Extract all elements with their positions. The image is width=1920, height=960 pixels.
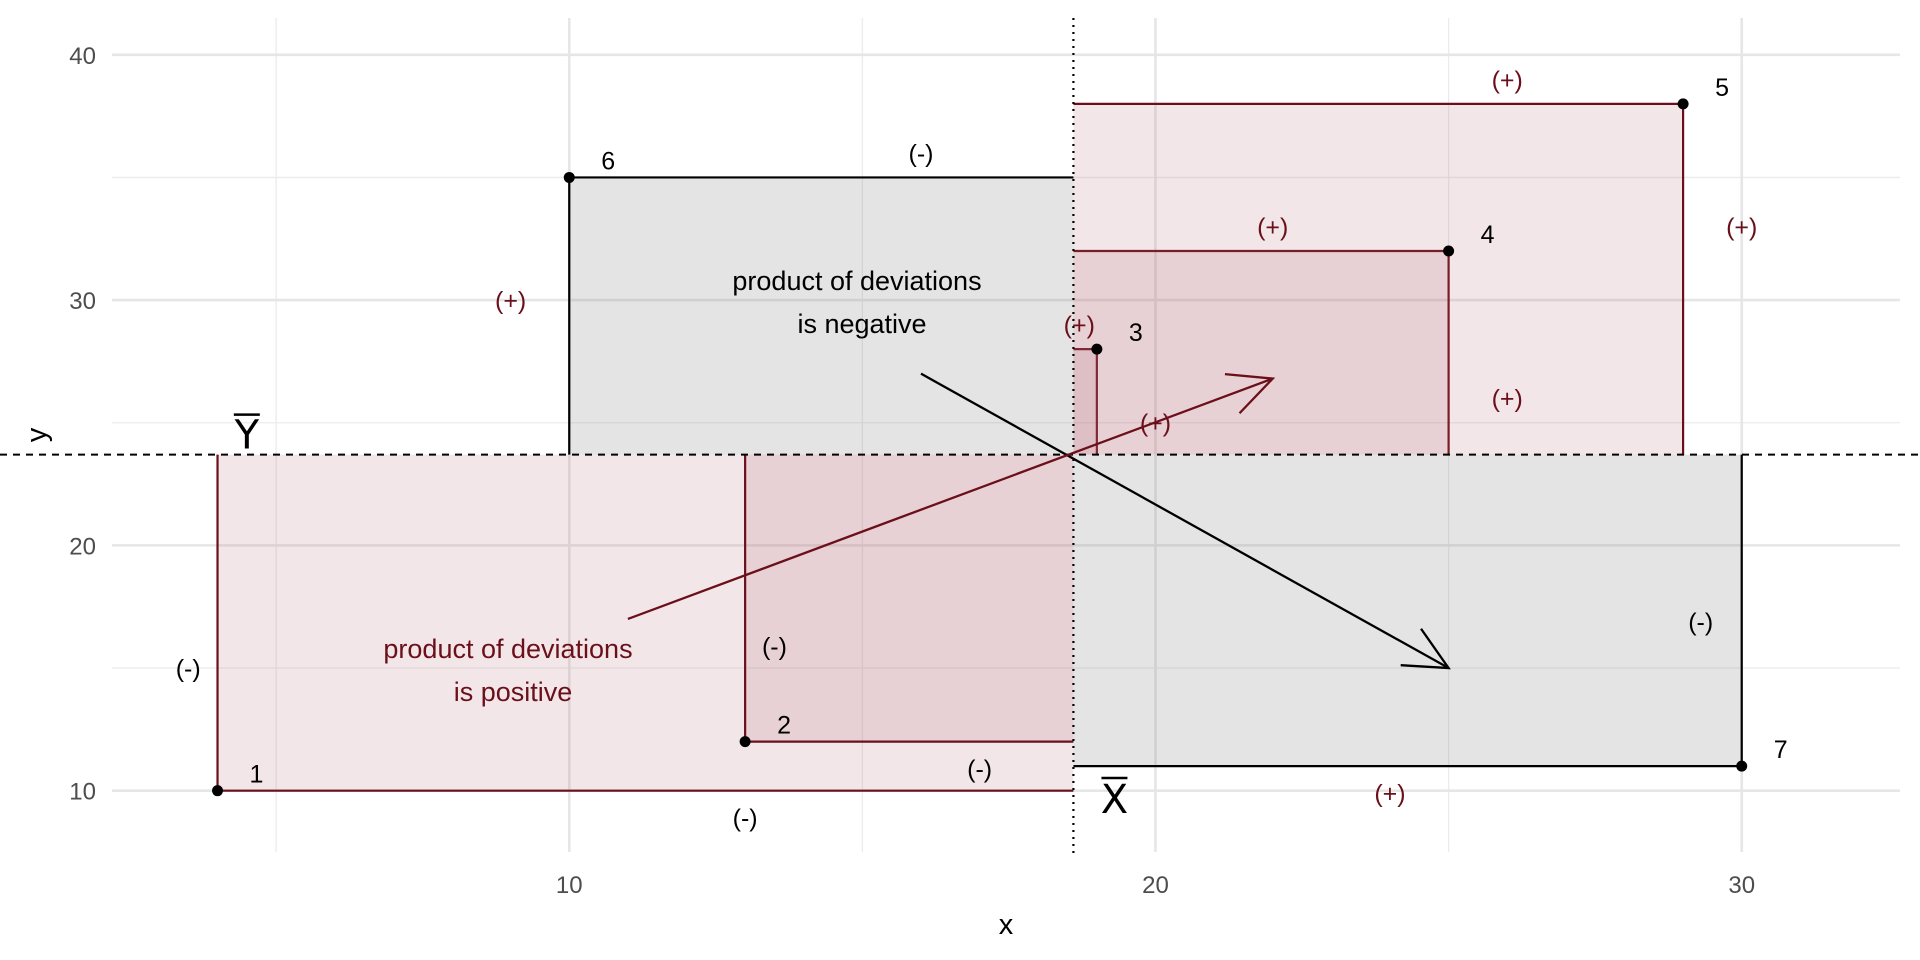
deviation-rect-6 bbox=[569, 177, 1074, 455]
negative-note-line1: product of deviations bbox=[732, 266, 981, 296]
data-point-3 bbox=[1091, 343, 1103, 355]
x-tick-label: 30 bbox=[1728, 872, 1755, 899]
sign-label-positive: (+) bbox=[1492, 66, 1523, 94]
negative-note-line2: is negative bbox=[797, 309, 926, 339]
deviation-rect-3 bbox=[1073, 349, 1097, 455]
sign-labels: (-) (-) (-) (-) (+) (-) (+) (+) (+) (+) (+) (+) (-) (… bbox=[176, 66, 1758, 832]
sign-label-positive: (+) bbox=[1257, 214, 1288, 242]
x-axis-title: x bbox=[999, 909, 1014, 941]
positive-arrow bbox=[627, 377, 1274, 621]
data-point-4 bbox=[1443, 245, 1455, 257]
deviation-rect-5 bbox=[1073, 103, 1684, 455]
sign-label-positive: (+) bbox=[1492, 385, 1523, 413]
point-label-4: 4 bbox=[1481, 221, 1495, 249]
point-label-7: 7 bbox=[1774, 736, 1788, 764]
mean-lines: YX bbox=[0, 18, 1920, 856]
negative-arrow bbox=[920, 372, 1450, 670]
sign-label-positive: (+) bbox=[1064, 312, 1095, 340]
y-tick-label: 30 bbox=[69, 288, 96, 315]
y-tick-label: 20 bbox=[69, 533, 96, 560]
sign-label-negative: (-) bbox=[733, 805, 758, 833]
deviation-rect-1 bbox=[217, 454, 1074, 791]
sign-label-negative: (-) bbox=[1688, 608, 1713, 636]
sign-label-positive: (+) bbox=[1726, 214, 1757, 242]
sign-label-negative: (-) bbox=[909, 140, 934, 168]
deviation-rectangles bbox=[216, 102, 1743, 792]
point-label-1: 1 bbox=[250, 761, 264, 789]
point-label-6: 6 bbox=[601, 147, 615, 175]
positive-note-line2: is positive bbox=[454, 677, 573, 707]
sign-label-positive: (+) bbox=[495, 287, 526, 315]
negative-arrow-head bbox=[1400, 628, 1451, 670]
y-tick-label: 40 bbox=[69, 43, 96, 70]
data-point-5 bbox=[1677, 98, 1689, 110]
x-tick-label: 10 bbox=[556, 872, 583, 899]
deviation-rect-2 bbox=[745, 454, 1074, 742]
data-points: 1 2 3 4 5 6 7 bbox=[212, 74, 1788, 797]
sign-label-positive: (+) bbox=[1374, 780, 1405, 808]
y-mean-label: Y bbox=[234, 413, 260, 459]
data-point-2 bbox=[739, 736, 751, 748]
data-point-6 bbox=[563, 171, 575, 183]
point-label-2: 2 bbox=[777, 712, 791, 740]
annotation-arrows bbox=[627, 372, 1451, 670]
deviation-rect-7 bbox=[1073, 454, 1742, 767]
x-mean-label: X bbox=[1101, 777, 1128, 823]
point-label-5: 5 bbox=[1715, 74, 1729, 102]
y-tick-label: 10 bbox=[69, 779, 96, 806]
sign-label-negative: (-) bbox=[762, 633, 787, 661]
deviation-rect-4 bbox=[1073, 251, 1449, 455]
positive-arrow-head bbox=[1224, 372, 1276, 415]
sign-label-negative: (-) bbox=[176, 655, 201, 683]
sign-label-negative: (-) bbox=[967, 756, 992, 784]
data-point-1 bbox=[212, 785, 224, 797]
positive-note-line1: product of deviations bbox=[383, 634, 632, 664]
sign-label-positive: (+) bbox=[1140, 410, 1171, 438]
point-label-3: 3 bbox=[1129, 319, 1143, 347]
data-point-7 bbox=[1736, 760, 1748, 772]
y-axis-title: y bbox=[21, 427, 53, 442]
x-tick-label: 20 bbox=[1142, 872, 1169, 899]
